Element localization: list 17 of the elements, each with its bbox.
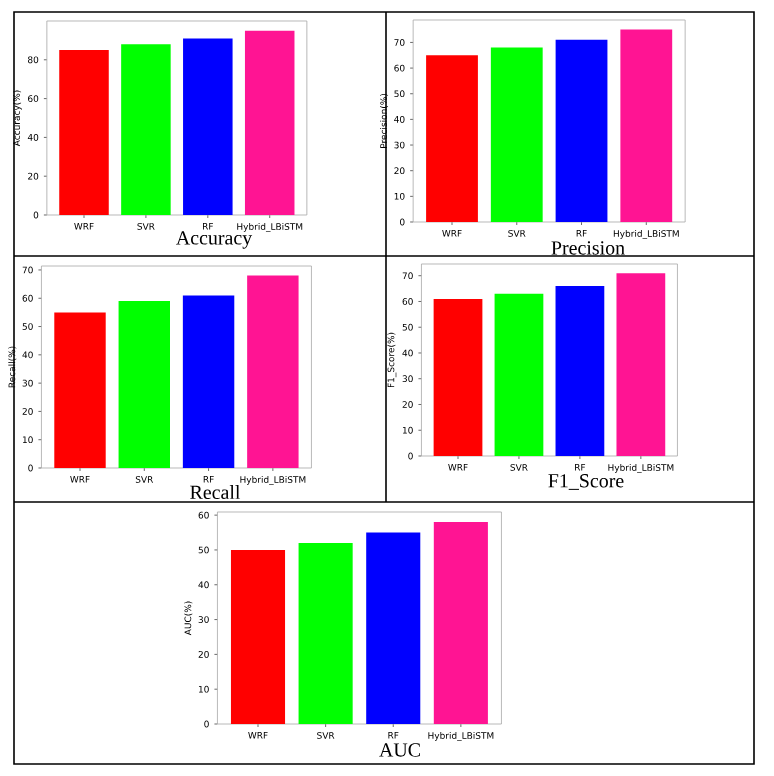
bar	[298, 542, 353, 724]
text: Recall	[190, 484, 241, 499]
text: Precision	[551, 241, 625, 255]
bar	[54, 312, 106, 468]
text: AUC	[379, 743, 420, 757]
bar	[433, 522, 488, 724]
bar	[494, 293, 544, 456]
bar	[366, 532, 421, 724]
bar	[616, 273, 666, 456]
text: Accuracy	[176, 231, 253, 249]
bar	[118, 301, 170, 468]
bar	[555, 286, 605, 456]
bar	[247, 275, 299, 468]
bar	[230, 549, 286, 724]
bar	[433, 298, 483, 456]
text: F1_Score	[548, 474, 624, 490]
bar	[182, 295, 235, 468]
